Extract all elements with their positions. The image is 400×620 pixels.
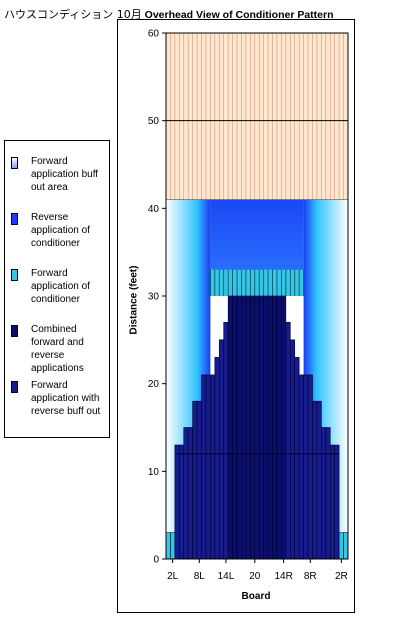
legend-swatch-combined	[11, 325, 18, 337]
chart-title-jp: ハウスコンディション 10月	[4, 8, 142, 21]
board-bar	[263, 295, 269, 560]
board-bar	[232, 295, 238, 560]
board-bar	[174, 444, 180, 560]
chart-legend: Forward application buff out area Revers…	[4, 140, 110, 438]
board-bar	[241, 295, 247, 560]
y-tick-label: 40	[148, 204, 160, 215]
board-bar	[245, 295, 251, 560]
board-bar	[312, 400, 318, 560]
legend-label-forward-reverse-buff: Forward application with reverse buff ou…	[31, 380, 101, 417]
board-bar	[334, 444, 340, 560]
chart-title-en: Overhead View of Conditioner Pattern	[144, 9, 334, 21]
board-bar	[183, 427, 189, 560]
board-bar	[227, 295, 233, 560]
board-bar	[272, 295, 278, 560]
board-bar	[267, 295, 273, 560]
board-bar	[307, 374, 313, 560]
x-tick-label: 14R	[274, 571, 292, 582]
board-bar	[205, 374, 211, 560]
board-bar	[316, 400, 322, 560]
legend-swatch-buff-out	[11, 157, 18, 169]
board-bar	[303, 374, 309, 560]
board-bar	[187, 427, 193, 560]
board-bar	[201, 374, 207, 560]
y-tick-label: 30	[148, 292, 160, 303]
board-bar	[223, 321, 229, 560]
board-bar	[338, 532, 344, 560]
board-bar	[165, 532, 171, 560]
legend-label-reverse: Reverse application of conditioner	[31, 212, 90, 249]
legend-label-buff-out: Forward application buff out area	[31, 156, 99, 193]
x-tick-label: 2L	[167, 571, 179, 582]
board-bar	[325, 427, 331, 560]
x-tick-label: 8R	[304, 571, 317, 582]
x-tick-label: 20	[249, 571, 261, 582]
board-bar	[192, 400, 198, 560]
board-bar	[254, 295, 260, 560]
board-bar	[210, 374, 216, 560]
board-bar	[236, 295, 242, 560]
board-bar	[218, 339, 225, 560]
x-tick-label: 2R	[335, 571, 348, 582]
legend-label-combined: Combined forward and reverse application…	[31, 324, 84, 374]
board-bar	[343, 532, 349, 560]
chart-title: ハウスコンディション 10月 Overhead View of Conditio…	[4, 6, 398, 22]
board-bar	[329, 444, 335, 560]
board-bar	[170, 532, 176, 560]
board-bar	[258, 295, 264, 560]
board-bar	[250, 295, 256, 560]
x-tick-label: 8L	[194, 571, 206, 582]
board-bar	[179, 444, 185, 560]
board-bar	[214, 357, 220, 560]
y-tick-label: 0	[153, 555, 159, 566]
legend-swatch-forward-reverse-buff	[11, 381, 18, 393]
x-tick-label: 14L	[218, 571, 235, 582]
board-bar	[294, 357, 300, 560]
board-bar	[281, 295, 287, 560]
board-bar	[289, 339, 296, 560]
legend-swatch-forward	[11, 269, 18, 281]
y-tick-label: 20	[148, 379, 160, 390]
board-bar	[321, 427, 327, 560]
legend-swatch-reverse	[11, 213, 18, 225]
board-bar	[285, 321, 291, 560]
legend-label-forward: Forward application of conditioner	[31, 268, 90, 305]
board-bar	[298, 374, 304, 560]
forward-application-lane	[210, 269, 304, 296]
y-tick-label: 60	[148, 29, 160, 40]
y-axis-label: Distance (feet)	[128, 265, 140, 335]
x-axis-label: Board	[241, 591, 271, 602]
board-bar	[276, 295, 282, 560]
dry-area	[166, 33, 348, 200]
board-bar	[196, 400, 202, 560]
y-tick-label: 50	[148, 116, 160, 127]
y-tick-label: 10	[148, 467, 160, 478]
